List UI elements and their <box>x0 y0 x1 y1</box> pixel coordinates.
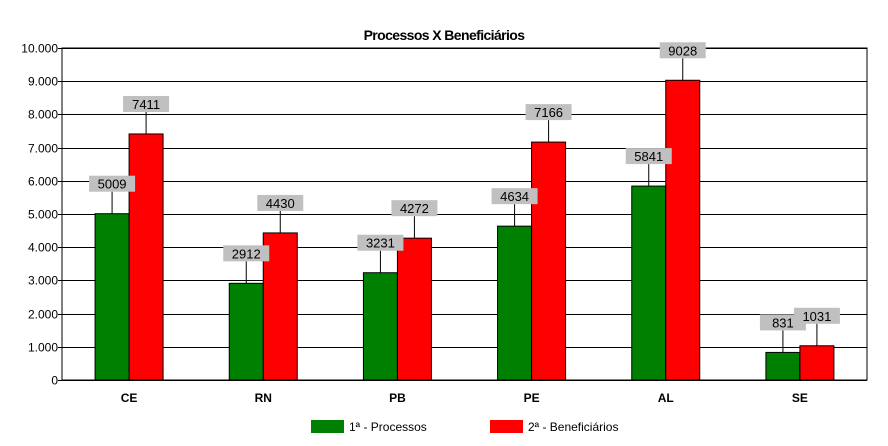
data-label-box <box>625 148 672 165</box>
legend: 1ª - Processos 2ª - Beneficiários <box>311 420 618 434</box>
y-tick-label: 3.000 <box>28 274 58 288</box>
legend-swatch <box>311 420 344 433</box>
y-tick-label: 0 <box>51 374 58 388</box>
data-label: 9028 <box>668 43 697 58</box>
legend-item[interactable]: 2ª - Beneficiários <box>490 420 618 434</box>
y-tick-label: 1.000 <box>28 341 58 355</box>
y-tick-label: 6.000 <box>28 175 58 189</box>
axes-layer: 0 1.000 2.000 3.000 4.000 5.000 6.000 7.000 8.00… <box>21 42 867 405</box>
x-tick-label: RN <box>255 391 272 405</box>
data-label-box <box>491 188 538 205</box>
bar-processos[interactable] <box>94 213 130 381</box>
bar-processos[interactable] <box>228 282 264 381</box>
x-tick-label: PB <box>389 391 406 405</box>
data-label: 831 <box>772 315 794 330</box>
data-label: 3231 <box>366 236 395 251</box>
y-tick-label: 5.000 <box>28 208 58 222</box>
bar-beneficiarios[interactable] <box>531 141 567 381</box>
bar-beneficiarios[interactable] <box>128 133 164 381</box>
bar-processos[interactable] <box>497 225 533 381</box>
data-label: 4430 <box>266 196 295 211</box>
legend-swatch <box>490 420 523 433</box>
bar-processos[interactable] <box>362 272 398 381</box>
x-tick-label: AL <box>658 391 674 405</box>
y-tick-label: 2.000 <box>28 308 58 322</box>
data-label: 5009 <box>98 177 127 192</box>
x-tick-label: PE <box>524 391 540 405</box>
x-tick-label: CE <box>121 391 138 405</box>
legend-label: 1ª - Processos <box>349 420 427 434</box>
bar-processos[interactable] <box>631 185 667 381</box>
data-labels-layer: 5009 7411 2912 4430 3231 4272 4634 7166 5841 9028… <box>89 42 840 353</box>
data-label: 5841 <box>634 149 663 164</box>
data-label-box <box>223 245 270 262</box>
chart-title: Processos X Beneficiários <box>364 27 526 43</box>
data-label-box <box>793 307 840 324</box>
data-label: 4272 <box>400 201 429 216</box>
data-label: 1031 <box>802 309 831 324</box>
data-label: 2912 <box>232 246 261 261</box>
bar-beneficiarios[interactable] <box>799 345 835 381</box>
y-tick-label: 7.000 <box>28 142 58 156</box>
data-label-box <box>257 194 304 211</box>
data-label-box <box>89 175 136 192</box>
data-label-box <box>357 234 404 251</box>
y-tick-label: 9.000 <box>28 75 58 89</box>
y-tick-label: 10.000 <box>21 42 58 56</box>
bar-beneficiarios[interactable] <box>396 237 432 381</box>
legend-item[interactable]: 1ª - Processos <box>311 420 427 434</box>
data-label-box <box>391 200 438 217</box>
legend-label: 2ª - Beneficiários <box>528 420 618 434</box>
y-tick-label: 8.000 <box>28 108 58 122</box>
data-label: 7166 <box>534 105 563 120</box>
grid-layer <box>61 47 868 381</box>
x-tick-label: SE <box>792 391 808 405</box>
data-label-box <box>525 104 572 121</box>
data-label: 4634 <box>500 189 529 204</box>
data-label-box <box>123 95 170 112</box>
bar-processos[interactable] <box>765 351 801 381</box>
data-label: 7411 <box>132 97 160 112</box>
bar-beneficiarios[interactable] <box>665 79 701 381</box>
y-tick-label: 4.000 <box>28 241 58 255</box>
data-label-box <box>659 42 706 59</box>
